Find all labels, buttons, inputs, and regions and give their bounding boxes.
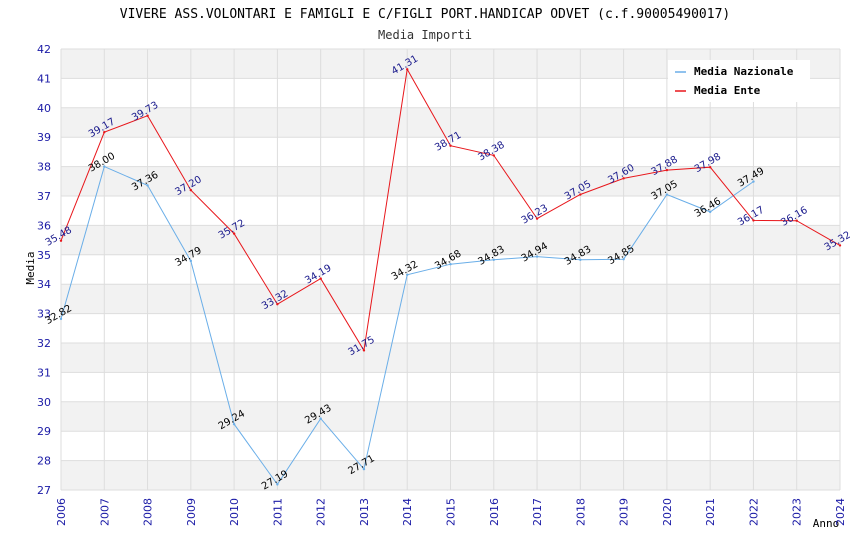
x-tick-label: 2023 (791, 498, 804, 526)
data-point (665, 168, 669, 172)
data-point (362, 349, 366, 352)
data-point (319, 277, 322, 280)
y-tick-label: 32 (37, 337, 51, 350)
data-point (492, 154, 495, 157)
data-label: 34.32 (390, 259, 420, 283)
x-axis-ticks: 2006 2007 2008 2009 2010 2011 2012 2013 2014 2015… (55, 498, 847, 526)
x-tick-label: 2022 (747, 498, 760, 526)
y-tick-label: 37 (37, 190, 51, 203)
data-point (579, 193, 582, 196)
x-tick-label: 2018 (574, 498, 587, 526)
legend-label-media-ente: Media Ente (694, 84, 761, 97)
x-tick-label: 2014 (401, 498, 414, 526)
data-point (708, 165, 712, 169)
x-tick-label: 2020 (661, 498, 674, 526)
y-tick-label: 42 (37, 43, 51, 56)
data-point (838, 244, 842, 247)
x-tick-label: 2024 (834, 498, 847, 526)
data-point (449, 263, 452, 266)
chart-subtitle: Media Importi (378, 28, 472, 42)
x-axis-label: Anno (813, 517, 840, 530)
data-point (189, 259, 193, 263)
data-point (579, 258, 582, 261)
data-point (622, 177, 625, 180)
data-point (59, 317, 63, 321)
data-point (103, 131, 106, 134)
data-label: 38.38 (476, 140, 506, 164)
y-tick-label: 38 (37, 161, 51, 174)
y-tick-label: 33 (37, 308, 51, 321)
data-point (535, 255, 539, 258)
data-point (622, 258, 625, 261)
y-tick-label: 34 (37, 278, 51, 291)
data-point (232, 422, 236, 426)
data-point (103, 165, 106, 168)
data-point (362, 467, 366, 471)
data-point (535, 217, 539, 220)
data-point (146, 184, 149, 187)
y-tick-label: 30 (37, 396, 51, 409)
x-tick-label: 2011 (271, 498, 284, 526)
data-point (752, 219, 755, 222)
data-point (59, 239, 63, 242)
chart-title: VIVERE ASS.VOLONTARI E FAMIGLI E C/FIGLI… (120, 7, 730, 22)
y-axis-label: Media (24, 251, 37, 284)
data-label: 36.17 (736, 205, 766, 229)
x-tick-label: 2015 (445, 498, 458, 526)
data-point (319, 417, 322, 420)
data-point (232, 232, 236, 235)
x-tick-label: 2016 (488, 498, 501, 526)
data-point (665, 193, 669, 196)
y-tick-label: 40 (37, 102, 51, 115)
data-point (795, 219, 798, 222)
data-point (146, 114, 149, 117)
x-tick-label: 2010 (228, 498, 241, 526)
data-point (406, 68, 409, 71)
y-tick-label: 41 (37, 72, 51, 85)
y-axis-ticks: 27 28 29 30 31 32 33 34 35 36 37 38 39 40 41 42 (37, 43, 51, 497)
data-point (708, 210, 712, 214)
x-tick-label: 2008 (142, 498, 155, 526)
legend-box (668, 60, 810, 102)
legend: Media Nazionale Media Ente (668, 60, 810, 102)
y-tick-label: 31 (37, 366, 51, 379)
x-tick-label: 2021 (704, 498, 717, 526)
data-point (276, 483, 279, 486)
y-tick-label: 35 (37, 249, 51, 262)
y-tick-label: 28 (37, 455, 51, 468)
data-label: 34.19 (303, 263, 333, 287)
series-lines (59, 67, 842, 486)
data-point (189, 188, 193, 192)
data-point (492, 258, 495, 261)
data-point (449, 144, 452, 147)
x-tick-label: 2012 (315, 498, 328, 526)
x-tick-label: 2007 (98, 498, 111, 526)
data-point (406, 273, 409, 276)
data-label: 36.23 (520, 203, 550, 227)
x-tick-label: 2019 (618, 498, 631, 526)
y-tick-label: 27 (37, 484, 51, 497)
data-label: 36.46 (693, 196, 723, 220)
legend-label-media-nazionale: Media Nazionale (694, 65, 794, 78)
y-tick-label: 36 (37, 219, 51, 232)
data-point (752, 180, 755, 183)
y-tick-label: 39 (37, 131, 51, 144)
x-tick-label: 2013 (358, 498, 371, 526)
y-tick-label: 29 (37, 425, 51, 438)
data-point (276, 302, 279, 306)
x-tick-label: 2006 (55, 498, 68, 526)
x-tick-label: 2017 (531, 498, 544, 526)
x-tick-label: 2009 (185, 498, 198, 526)
